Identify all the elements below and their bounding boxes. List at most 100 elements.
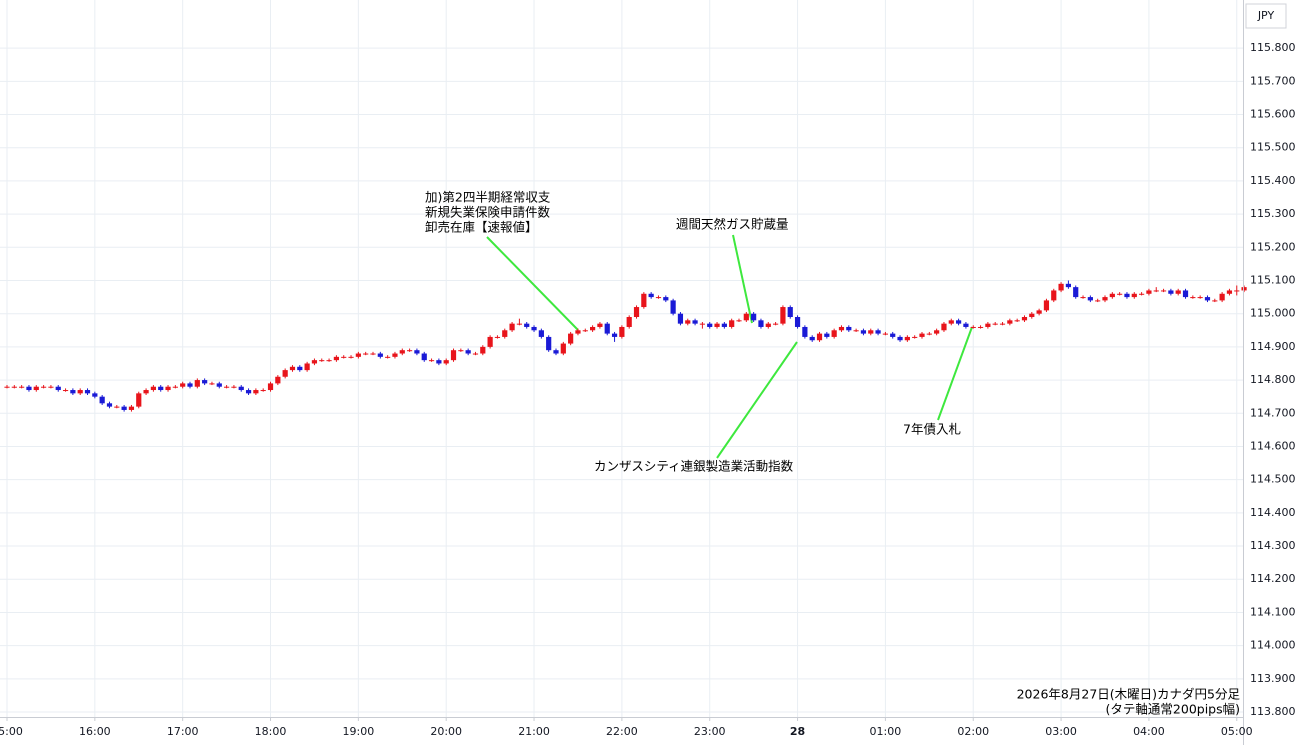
candle-body [458, 350, 464, 352]
candle-body [209, 383, 215, 385]
candle-body [831, 330, 837, 337]
candle-body [590, 326, 596, 331]
candle-body [33, 386, 39, 391]
y-tick-label: 115.100 [1250, 273, 1296, 286]
candle-body [1153, 290, 1159, 292]
candle-body [780, 307, 786, 324]
annotation-leader [486, 236, 579, 331]
x-tick-label: 18:00 [255, 725, 287, 738]
candle-body [655, 297, 662, 299]
candle-body [648, 293, 654, 298]
candle-body [765, 323, 771, 327]
candle-body [355, 353, 361, 357]
candle-body [538, 330, 544, 337]
candle-body [165, 386, 171, 391]
candle-body [436, 360, 442, 364]
candle-body [1219, 293, 1225, 301]
candle-body [326, 360, 332, 362]
candle-body [1051, 290, 1057, 301]
x-tick-label: 02:00 [957, 725, 989, 738]
candle-body [692, 320, 698, 324]
candle-body [1102, 297, 1108, 301]
candle-body [882, 333, 888, 335]
candle-body [1007, 320, 1013, 324]
candle-body [699, 323, 705, 325]
y-tick-label: 115.400 [1250, 174, 1296, 187]
candle-body [128, 406, 135, 410]
y-tick-label: 115.300 [1250, 207, 1296, 220]
y-tick-label: 114.900 [1250, 340, 1296, 353]
candle-body [721, 323, 727, 327]
candle-body [1087, 297, 1093, 301]
currency-label: JPY [1257, 9, 1275, 22]
x-tick-label: 04:00 [1133, 725, 1165, 738]
candle-body [641, 293, 647, 308]
candle-body [1168, 290, 1174, 294]
candle-body [809, 336, 815, 341]
candle-body [84, 390, 91, 394]
candle-body [238, 386, 244, 391]
candle-body [956, 320, 962, 324]
candle-body [553, 350, 559, 354]
candle-body [55, 386, 61, 391]
candle-body [846, 326, 852, 331]
candle-body [729, 320, 735, 327]
candle-body [143, 390, 149, 394]
y-tick-label: 115.800 [1250, 41, 1296, 54]
candle-body [245, 390, 252, 394]
candle-body [619, 326, 625, 337]
candle-body [1065, 283, 1071, 288]
candle-body [985, 323, 991, 327]
candle-body [450, 350, 457, 361]
candle-body [787, 307, 793, 318]
candle-body [816, 333, 823, 341]
candle-body [1117, 293, 1123, 295]
y-tick-label: 115.700 [1250, 74, 1296, 87]
candle-body [216, 383, 222, 387]
candle-body [773, 323, 779, 325]
candles [4, 280, 1247, 412]
candle-body [502, 330, 508, 337]
candle-body [575, 330, 581, 334]
candle-body [341, 356, 347, 358]
candle-body [897, 336, 903, 341]
candle-body [472, 353, 479, 355]
candle-body [1014, 320, 1020, 322]
y-tick-label: 114.700 [1250, 406, 1296, 419]
candle-body [912, 336, 918, 338]
candle-body [392, 353, 398, 357]
candle-body [707, 323, 713, 327]
candle-body [282, 370, 288, 377]
candle-body [568, 333, 574, 344]
candle-body [260, 390, 266, 392]
candle-body [1058, 283, 1064, 291]
x-tick-label: 22:00 [606, 725, 638, 738]
candle-body [1234, 290, 1240, 292]
candle-body [611, 333, 618, 337]
candle-body [11, 386, 17, 388]
candle-body [41, 386, 47, 388]
footer-line: 2026年8月27日(木曜日)カナダ円5分足 [1017, 687, 1241, 702]
candle-body [802, 326, 808, 337]
candle-body [421, 353, 427, 361]
candle-body [363, 353, 369, 355]
candle-body [1080, 297, 1086, 299]
candle-body [70, 390, 76, 394]
y-tick-label: 114.300 [1250, 539, 1296, 552]
x-tick-label: 17:00 [167, 725, 199, 738]
candle-body [1226, 290, 1233, 294]
candle-body [926, 333, 932, 335]
candle-body [1212, 300, 1218, 302]
y-tick-label: 114.500 [1250, 473, 1296, 486]
y-tick-label: 115.500 [1250, 141, 1296, 154]
candle-body [890, 333, 896, 337]
candle-body [736, 320, 742, 322]
y-tick-label: 115.200 [1250, 240, 1296, 253]
candle-body [304, 363, 310, 371]
candle-body [1139, 293, 1145, 295]
candle-body [1146, 290, 1152, 294]
annotation-text: 週間天然ガス貯蔵量 [676, 217, 789, 232]
